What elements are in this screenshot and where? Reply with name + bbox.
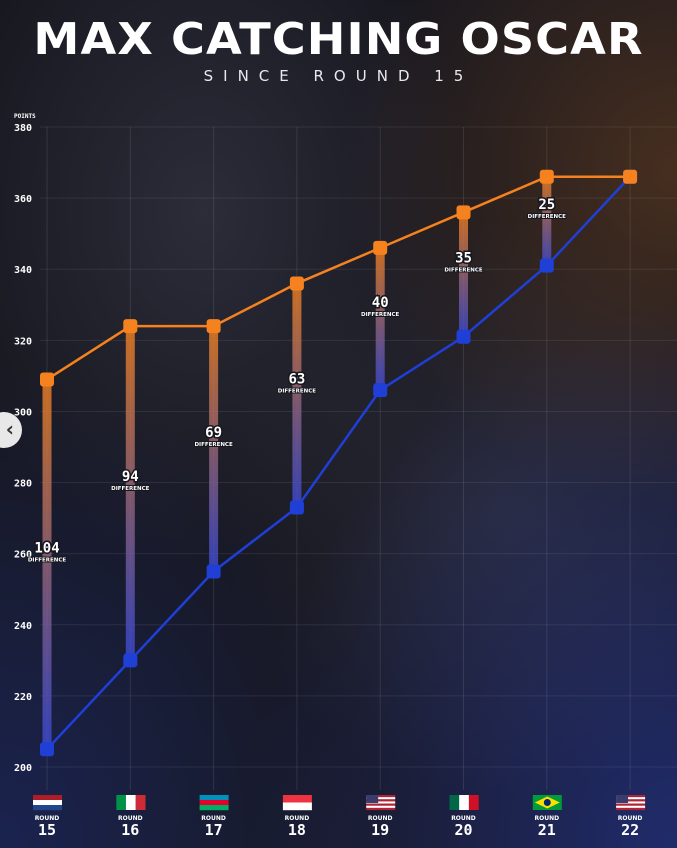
previous-arrow-button[interactable]: ‹ — [0, 412, 22, 448]
y-tick-label: 260 — [14, 550, 32, 561]
round-prefix: ROUND — [35, 815, 60, 822]
round-number: 16 — [121, 821, 139, 839]
difference-value: 25 — [538, 197, 555, 213]
flag-brazil-icon — [532, 795, 562, 810]
y-axis-label: POINTS — [14, 113, 36, 120]
difference-label: DIFFERENCE — [361, 312, 400, 318]
difference-label: DIFFERENCE — [194, 442, 233, 448]
difference-bar — [292, 283, 302, 508]
round-prefix: ROUND — [368, 815, 393, 822]
data-point — [456, 205, 471, 220]
data-point — [40, 372, 54, 387]
round-number: 22 — [621, 821, 639, 839]
data-point — [623, 169, 638, 184]
difference-label: DIFFERENCE — [528, 214, 567, 220]
difference-bar — [125, 326, 135, 661]
data-point — [289, 500, 304, 515]
round-number: 21 — [538, 821, 556, 839]
data-point — [456, 329, 471, 344]
chevron-left-icon: ‹ — [5, 417, 14, 441]
y-tick-label: 240 — [14, 621, 32, 632]
y-tick-label: 380 — [14, 123, 32, 134]
round-number: 18 — [288, 821, 306, 839]
data-point — [40, 742, 54, 757]
y-tick-label: 220 — [14, 692, 32, 703]
difference-label: DIFFERENCE — [278, 388, 317, 394]
difference-value: 104 — [34, 540, 59, 556]
round-prefix: ROUND — [201, 815, 226, 822]
y-tick-label: 360 — [14, 194, 32, 205]
y-tick-label: 200 — [14, 763, 32, 774]
difference-label: DIFFERENCE — [28, 557, 67, 563]
data-point — [373, 383, 388, 398]
flag-usa-icon — [616, 795, 646, 811]
difference-value: 94 — [122, 469, 139, 485]
difference-label: DIFFERENCE — [111, 486, 150, 492]
round-number: 15 — [38, 821, 56, 839]
data-point — [289, 276, 304, 291]
difference-bar — [209, 326, 219, 572]
data-point — [206, 564, 221, 579]
difference-bar — [459, 212, 468, 337]
round-prefix: ROUND — [451, 815, 476, 822]
data-point — [539, 169, 554, 184]
round-prefix: ROUND — [534, 815, 559, 822]
series-line-max — [46, 175, 632, 751]
flag-italy-icon — [116, 795, 146, 810]
round-prefix: ROUND — [118, 815, 143, 822]
y-tick-label: 340 — [14, 265, 32, 276]
difference-bar — [542, 176, 552, 266]
flag-azerbaijan-icon — [199, 795, 229, 811]
difference-label: DIFFERENCE — [444, 268, 483, 274]
y-tick-label: 300 — [14, 407, 32, 418]
flag-mexico-icon — [449, 795, 479, 810]
round-prefix: ROUND — [285, 815, 310, 822]
round-number: 19 — [371, 821, 389, 839]
data-point — [373, 240, 388, 255]
data-point — [539, 258, 554, 273]
difference-value: 63 — [288, 371, 305, 387]
data-point — [123, 319, 138, 334]
round-number: 17 — [205, 821, 223, 839]
y-tick-label: 320 — [14, 336, 32, 347]
y-tick-label: 280 — [14, 479, 32, 490]
flag-singapore-icon — [282, 795, 312, 811]
difference-bar — [42, 379, 52, 750]
round-prefix: ROUND — [618, 815, 643, 822]
flag-netherlands-icon — [33, 795, 62, 811]
data-point — [206, 319, 221, 334]
difference-bar — [375, 247, 385, 391]
chart-title: MAX CATCHING OSCAR — [33, 14, 644, 65]
difference-value: 40 — [372, 295, 389, 311]
difference-value: 35 — [455, 251, 472, 267]
round-number: 20 — [454, 821, 472, 839]
chart-subtitle: SINCE ROUND 15 — [203, 67, 474, 85]
series-line-oscar — [46, 175, 631, 381]
data-point — [123, 653, 138, 668]
difference-value: 69 — [205, 425, 222, 441]
flag-usa-icon — [366, 795, 396, 811]
